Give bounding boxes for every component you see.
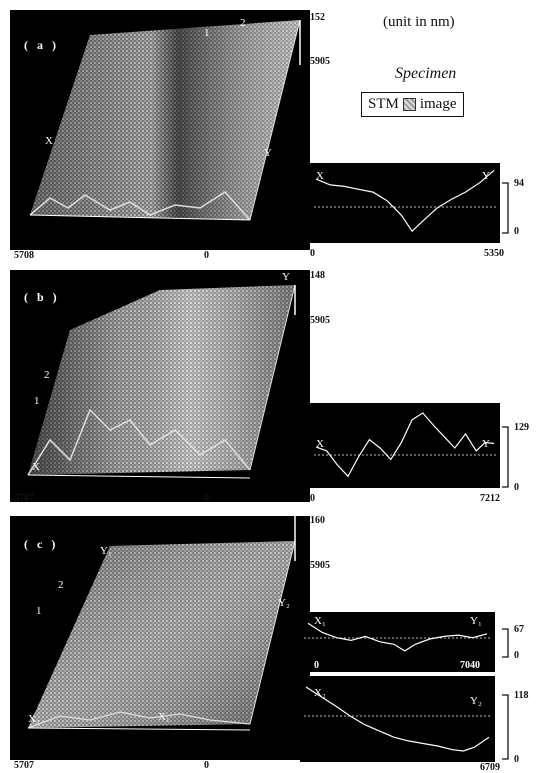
panel-c-axis-1: 1 — [36, 605, 42, 617]
panel-b-profile-start: X — [316, 438, 324, 450]
panel-b-zmax: 148 — [310, 270, 325, 281]
panel-c-origin: 0 — [204, 760, 209, 771]
panel-c-xextent: 5707 — [14, 760, 34, 771]
panel-b-yextent: 5905 — [310, 315, 330, 326]
panel-c-profile-1-line — [307, 622, 488, 652]
panel-a-surface — [10, 10, 310, 250]
panel-c-zmax: 160 — [310, 515, 325, 526]
panel-c-profile-1: X₁ Y₁ 0 7040 — [300, 612, 495, 672]
panel-a-marker-y: Y — [264, 147, 272, 159]
panel-b-profile-zmax: 129 — [514, 422, 529, 433]
panel-c-profile-2: X₂ Y₂ — [300, 676, 495, 762]
panel-c-axis-2: 2 — [58, 579, 64, 591]
panel-b-surface — [10, 270, 310, 502]
panel-c-profile-1-xmin: 0 — [314, 660, 319, 671]
specimen-legend: STM image — [361, 92, 464, 117]
panel-a-profile-xmax: 5350 — [484, 248, 504, 259]
panel-c-profile-2-xmax: 6709 — [480, 762, 500, 773]
panel-b-letter: ( b ) — [24, 290, 60, 304]
panel-b-axis-1: 1 — [34, 395, 40, 407]
panel-a-profile-zmax: 94 — [514, 178, 524, 189]
legend-left-label: STM — [368, 96, 399, 112]
panel-a-yextent: 5905 — [310, 56, 330, 67]
panel-a-profile-line — [315, 169, 495, 233]
panel-c-profile-2-scalebar — [502, 694, 509, 760]
panel-a-letter: ( a ) — [24, 38, 59, 52]
legend-right-label: image — [419, 96, 457, 112]
panel-b-profile-line — [315, 412, 495, 478]
panel-b-profile-xmax: 7212 — [480, 493, 500, 504]
panel-c-marker-y1: Y₁ — [100, 545, 112, 557]
panel-b-profile: X Y — [310, 403, 500, 488]
panel-a-axis-2: 2 — [240, 17, 246, 29]
panel-c-profile-2-zmax: 118 — [514, 690, 529, 701]
panel-c-profile-2-bg — [300, 676, 495, 762]
panel-c-marker-y2: Y₂ — [278, 597, 290, 609]
panel-c-marker-x1: X₁ — [158, 711, 170, 723]
legend-title: Specimen — [395, 65, 457, 82]
unit-note: (unit in nm) — [383, 14, 455, 30]
panel-a-profile-bg — [310, 163, 500, 243]
panel-c-profile-1-bg — [300, 612, 495, 672]
panel-b-profile-scalebar — [502, 426, 509, 488]
panel-c-profile-1-zmax: 67 — [514, 624, 524, 635]
panel-a-profile-xmin: 0 — [310, 248, 315, 259]
panel-a-profile-end: Y — [482, 170, 490, 182]
panel-c-profile-1-end: Y₁ — [470, 615, 482, 627]
legend-swatch — [402, 98, 416, 111]
panel-a-profile: X Y — [310, 163, 500, 243]
panel-c-surface-svg — [10, 516, 310, 760]
panel-b-profile-end: Y — [482, 438, 490, 450]
panel-a-axis-1: 1 — [204, 27, 210, 39]
panel-b-profile-xmin: 0 — [310, 493, 315, 504]
panel-a-profile-scalebar — [502, 182, 509, 234]
panel-a-marker-x: X — [45, 135, 53, 147]
panel-c-yextent: 5905 — [310, 560, 330, 571]
panel-b-marker-x: X — [32, 461, 40, 473]
panel-c-marker-x2: X₂ — [28, 713, 40, 725]
panel-a-xextent: 5708 — [14, 250, 34, 261]
panel-b-profile-zmin: 0 — [514, 482, 519, 493]
panel-b-xextent: 5707 — [14, 493, 34, 504]
panel-b-axis-2: 2 — [44, 369, 50, 381]
panel-c-surface — [10, 516, 310, 760]
panel-c-letter: ( c ) — [24, 537, 59, 551]
panel-c-profile-2-zmin: 0 — [514, 754, 519, 765]
panel-b-marker-y: Y — [282, 271, 290, 283]
panel-a-zmax: 152 — [310, 12, 325, 23]
panel-a-origin: 0 — [204, 250, 209, 261]
panel-a-profile-zmin: 0 — [514, 226, 519, 237]
panel-a-profile-start: X — [316, 170, 324, 182]
panel-a-surface-svg — [10, 10, 310, 250]
panel-b-profile-bg — [310, 403, 500, 488]
panel-c-profile-2-start: X₂ — [314, 687, 326, 699]
panel-c-profile-1-start: X₁ — [314, 615, 326, 627]
panel-b-origin: 0 — [204, 493, 209, 504]
panel-c-profile-2-line — [305, 686, 490, 752]
panel-c-profile-1-xmax: 7040 — [460, 660, 480, 671]
panel-c-profile-2-end: Y₂ — [470, 695, 482, 707]
panel-c-profile-1-zmin: 0 — [514, 650, 519, 661]
panel-b-surface-svg — [10, 270, 310, 502]
panel-c-profile-1-scalebar — [502, 628, 509, 658]
